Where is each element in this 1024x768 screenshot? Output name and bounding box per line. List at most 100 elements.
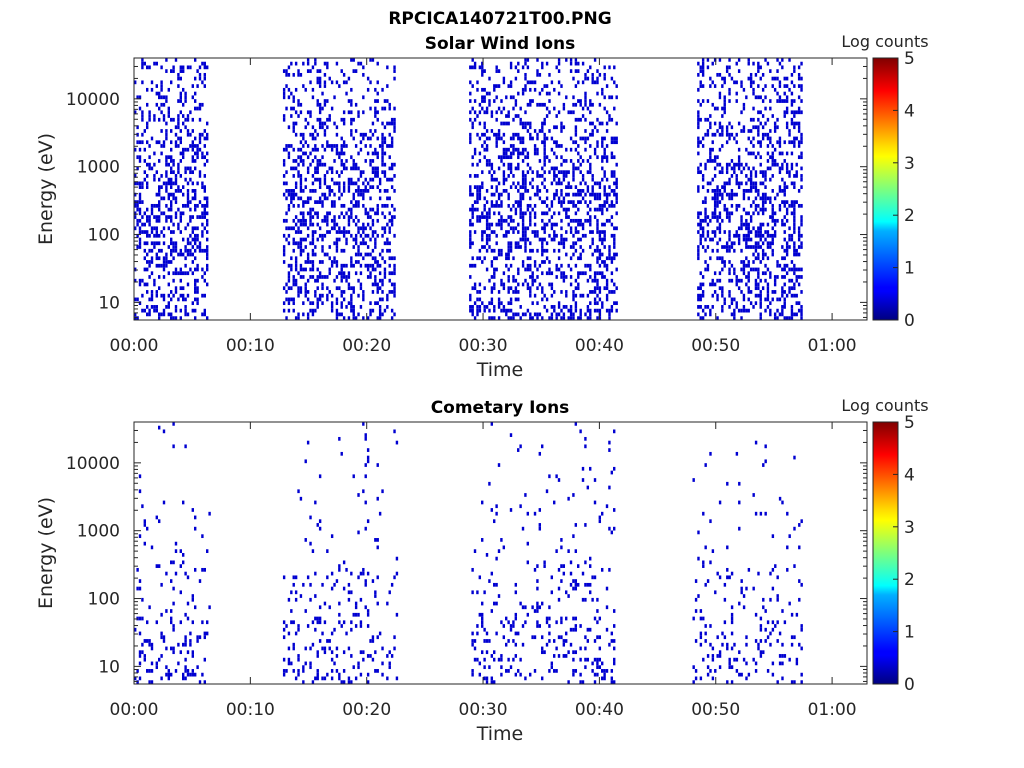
spectrogram-cell (143, 523, 146, 527)
spectrogram-cell (752, 185, 755, 189)
spectrogram-cell (292, 174, 295, 178)
spectrogram-cell (543, 140, 546, 145)
spectrogram-cell (158, 189, 161, 193)
spectrogram-cell (548, 669, 551, 673)
spectrogram-cell (290, 226, 293, 231)
spectrogram-cell (134, 211, 137, 216)
spectrogram-cell (177, 222, 180, 227)
spectrogram-cell (357, 252, 360, 257)
spectrogram-cell (481, 500, 484, 505)
spectrogram-cell (364, 226, 367, 231)
spectrogram-cell (706, 263, 710, 268)
spectrogram-cell (292, 99, 295, 103)
spectrogram-cell (357, 226, 360, 231)
spectrogram-cell (524, 226, 527, 231)
spectrogram-cell (572, 534, 575, 539)
spectrogram-cell (395, 571, 399, 576)
spectrogram-cell (306, 211, 310, 216)
spectrogram-cell (757, 571, 760, 576)
spectrogram-cell (299, 147, 303, 152)
spectrogram-cell (191, 226, 194, 231)
spectrogram-cell (469, 275, 472, 279)
spectrogram-cell (386, 196, 389, 201)
spectrogram-cell (497, 549, 501, 553)
x-tick-label: 00:30 (459, 700, 508, 720)
spectrogram-cell (366, 87, 370, 92)
spectrogram-cell (285, 69, 288, 73)
spectrogram-cell (759, 140, 762, 145)
spectrogram-cell (565, 230, 568, 234)
spectrogram-cell (160, 582, 163, 587)
spectrogram-cell (174, 181, 178, 186)
spectrogram-cell (386, 601, 389, 606)
spectrogram-cell (203, 631, 206, 636)
spectrogram-cell (557, 211, 561, 216)
spectrogram-cell (481, 65, 484, 70)
spectrogram-cell (146, 230, 149, 234)
spectrogram-cell (170, 129, 173, 133)
spectrogram-cell (497, 252, 501, 257)
spectrogram-cell (555, 267, 558, 272)
spectrogram-cell (565, 237, 568, 242)
spectrogram-cell (167, 181, 170, 186)
spectrogram-cell (323, 174, 327, 178)
spectrogram-cell (512, 226, 515, 231)
spectrogram-cell (555, 646, 558, 651)
spectrogram-cell (196, 106, 199, 111)
spectrogram-cell (533, 192, 537, 197)
spectrogram-cell (179, 129, 182, 133)
spectrogram-cell (206, 218, 209, 223)
spectrogram-cell (605, 605, 609, 610)
spectrogram-cell (569, 312, 573, 317)
spectrogram-cell (502, 233, 506, 238)
spectrogram-cell (476, 312, 479, 317)
spectrogram-cell (309, 114, 312, 118)
spectrogram-cell (196, 639, 199, 643)
spectrogram-cell (302, 665, 305, 670)
spectrogram-cell (781, 218, 784, 223)
spectrogram-cell (352, 117, 355, 122)
spectrogram-cell (601, 211, 604, 216)
spectrogram-cell (483, 110, 486, 115)
spectrogram-cell (591, 132, 594, 137)
spectrogram-cell (572, 200, 575, 204)
spectrogram-cell (553, 222, 556, 227)
spectrogram-cell (529, 102, 532, 107)
spectrogram-cell (771, 151, 774, 156)
spectrogram-cell (362, 489, 365, 494)
spectrogram-cell (572, 627, 575, 632)
spectrogram-cell (184, 117, 187, 122)
spectrogram-cell (512, 136, 515, 141)
spectrogram-cell (593, 248, 597, 253)
spectrogram-cell (726, 642, 729, 647)
spectrogram-cell (483, 121, 486, 126)
spectrogram-cell (302, 189, 305, 193)
spectrogram-cell (352, 245, 355, 249)
spectrogram-cell (338, 189, 341, 193)
spectrogram-cell (194, 241, 197, 246)
spectrogram-cell (610, 203, 614, 208)
spectrogram-cell (790, 91, 794, 96)
spectrogram-cell (352, 474, 355, 479)
spectrogram-cell (541, 271, 544, 276)
spectrogram-cell (581, 466, 585, 471)
spectrogram-cell (490, 676, 494, 681)
spectrogram-cell (323, 650, 327, 655)
spectrogram-cell (538, 129, 542, 133)
spectrogram-cell (745, 162, 748, 167)
spectrogram-cell (478, 612, 482, 617)
spectrogram-cell (543, 147, 546, 152)
spectrogram-cell (709, 125, 712, 130)
spectrogram-cell (601, 87, 604, 92)
spectrogram-cell (148, 117, 151, 122)
spectrogram-cell (326, 549, 329, 553)
spectrogram-cell (572, 657, 575, 662)
spectrogram-cell (203, 207, 206, 212)
spectrogram-cell (773, 196, 777, 201)
spectrogram-cell (306, 624, 310, 628)
spectrogram-cell (557, 69, 561, 73)
spectrogram-cell (711, 549, 715, 553)
spectrogram-cell (488, 215, 491, 219)
spectrogram-cell (793, 65, 796, 70)
spectrogram-cell (788, 58, 791, 62)
